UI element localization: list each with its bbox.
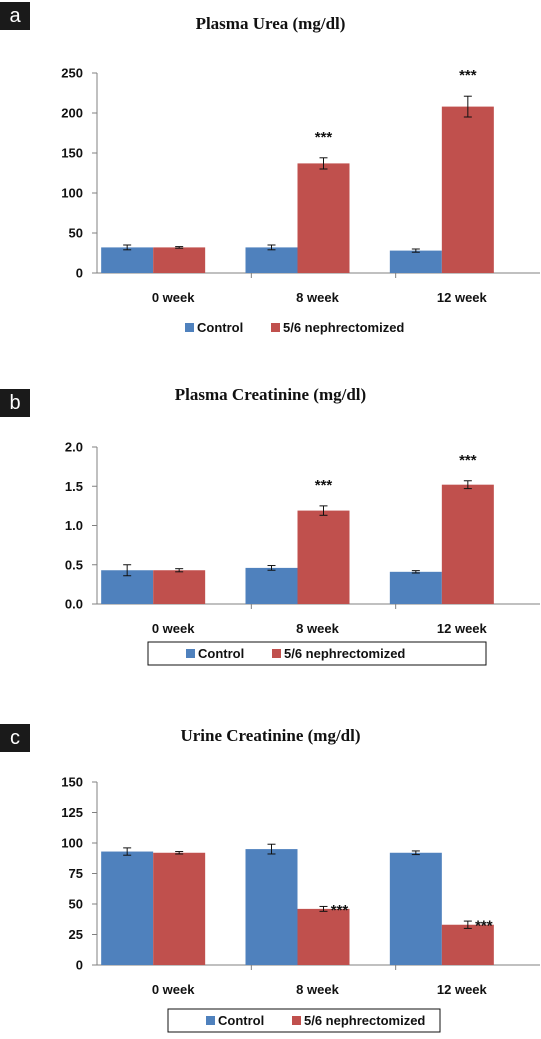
y-tick-label: 250 [61, 66, 83, 81]
chart-b-svg: 0.0 0.5 1.0 1.5 2.0 0 week 8 week *** 12 week ***… [65, 440, 540, 666]
bar-nephrectomized [297, 908, 350, 965]
chart-title-b: Plasma Creatinine (mg/dl) [174, 385, 367, 404]
x-tick-label: 0 week [152, 982, 195, 997]
legend: Control 5/6 nephrectomized [167, 1008, 441, 1033]
panel-letter-c: c [0, 724, 30, 752]
legend-label-nephrectomized: 5/6 nephrectomized [284, 646, 405, 661]
bar-control [101, 247, 154, 273]
bar-nephrectomized [153, 570, 206, 604]
bar-control [389, 250, 442, 273]
y-tick-label: 0 [76, 266, 83, 281]
legend-label-control: Control [198, 646, 244, 661]
legend-box [167, 1008, 441, 1033]
bar-nephrectomized [153, 247, 206, 273]
x-tick-label: 8 week [296, 982, 339, 997]
x-tick-label: 8 week [296, 290, 339, 305]
panel-letter-b: b [0, 389, 30, 417]
y-tick-label: 100 [61, 186, 83, 201]
bar-nephrectomized [153, 852, 206, 965]
y-tick-label: 2.0 [65, 440, 83, 455]
chart-a-svg: 0 50 100 150 200 250 0 week 8 week *** 12 week ***… [61, 66, 540, 335]
y-tick-label: 150 [61, 775, 83, 790]
x-tick-label: 12 week [437, 290, 488, 305]
y-tick-label: 0.0 [65, 597, 83, 612]
bar-nephrectomized [441, 924, 494, 965]
bar-control [389, 571, 442, 604]
legend-swatch-nephrectomized [292, 1016, 301, 1025]
legend-swatch-control [206, 1016, 215, 1025]
bar-nephrectomized [297, 163, 350, 273]
x-tick-label: 0 week [152, 290, 195, 305]
significance-label: *** [459, 67, 477, 84]
bar-control [245, 849, 298, 965]
y-tick-label: 50 [69, 897, 83, 912]
significance-label: *** [315, 129, 333, 146]
legend-box [147, 641, 487, 666]
legend-swatch-control [185, 323, 194, 332]
significance-label: *** [331, 902, 349, 919]
y-tick-label: 1.0 [65, 518, 83, 533]
legend-label-nephrectomized: 5/6 nephrectomized [304, 1013, 425, 1028]
y-tick-label: 125 [61, 805, 83, 820]
panel-b: b Plasma Creatinine (mg/dl) 0.0 0.5 1.0 1.5… [0, 345, 541, 690]
legend: Control 5/6 nephrectomized [185, 320, 404, 335]
bar-control [389, 852, 442, 965]
y-tick-label: 200 [61, 106, 83, 121]
legend-swatch-nephrectomized [272, 649, 281, 658]
chart-title-c: Urine Creatinine (mg/dl) [180, 726, 361, 745]
x-tick-label: 0 week [152, 621, 195, 636]
x-tick-label: 12 week [437, 621, 488, 636]
legend-label-control: Control [218, 1013, 264, 1028]
bar-nephrectomized [441, 484, 494, 604]
bar-control [245, 567, 298, 604]
chart-title-a: Plasma Urea (mg/dl) [195, 14, 346, 33]
y-tick-label: 0.5 [65, 557, 83, 572]
y-tick-label: 100 [61, 836, 83, 851]
bar-control [245, 247, 298, 273]
panel-a: a Plasma Urea (mg/dl) 0 50 100 150 200 250 0 w… [0, 0, 541, 345]
legend-label-nephrectomized: 5/6 nephrectomized [283, 320, 404, 335]
legend: Control 5/6 nephrectomized [147, 641, 487, 666]
bar-nephrectomized [297, 510, 350, 604]
significance-label: *** [315, 477, 333, 494]
chart-c-svg: 0 25 50 75 100 125 150 0 week 8 week *** 12 week **… [61, 775, 540, 1033]
y-tick-label: 50 [69, 226, 83, 241]
x-tick-label: 8 week [296, 621, 339, 636]
bar-nephrectomized [441, 106, 494, 273]
significance-label: *** [459, 452, 477, 469]
y-tick-label: 150 [61, 146, 83, 161]
legend-label-control: Control [197, 320, 243, 335]
panel-c: c Urine Creatinine (mg/dl) 0 25 50 75 100 125… [0, 690, 541, 1039]
y-tick-label: 25 [69, 927, 83, 942]
y-tick-label: 0 [76, 958, 83, 973]
x-tick-label: 12 week [437, 982, 488, 997]
y-tick-label: 75 [69, 866, 83, 881]
bar-control [101, 851, 154, 965]
significance-label: *** [475, 918, 493, 935]
panel-letter-a: a [0, 2, 30, 30]
legend-swatch-nephrectomized [271, 323, 280, 332]
legend-swatch-control [186, 649, 195, 658]
y-tick-label: 1.5 [65, 479, 83, 494]
